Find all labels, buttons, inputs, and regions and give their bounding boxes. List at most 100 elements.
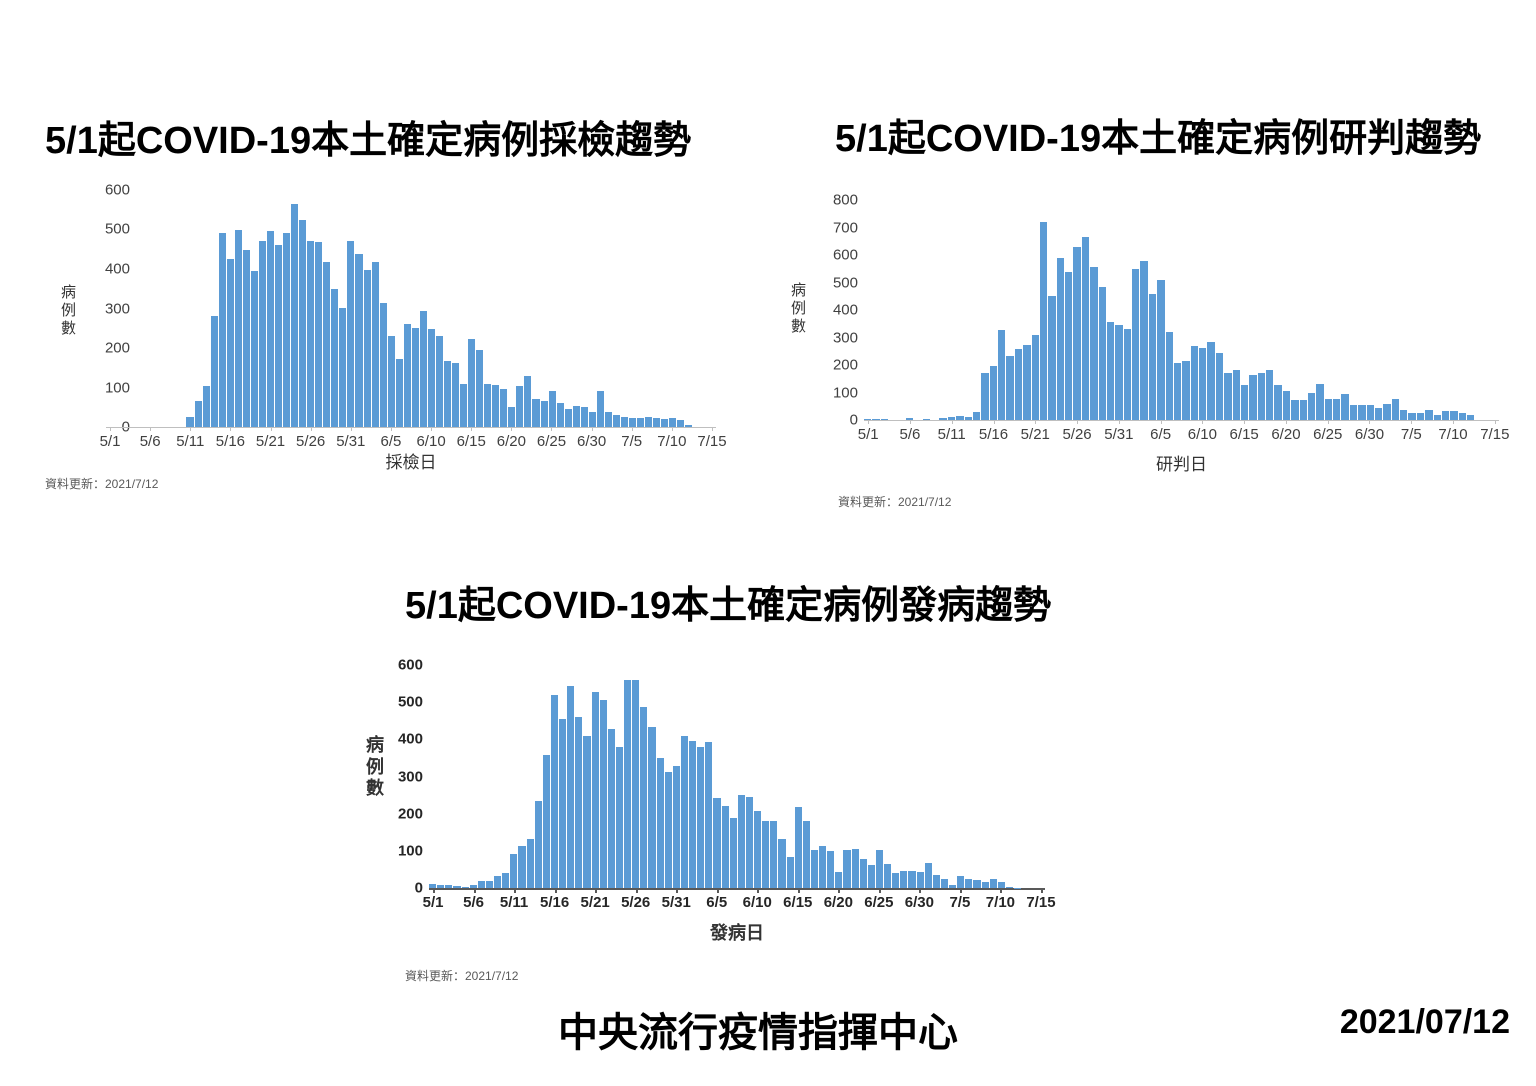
bar-6/17 (484, 383, 492, 427)
bar-5/12 (194, 401, 202, 427)
x-tick-label: 5/11 (937, 426, 966, 443)
x-tick-label: 6/15 (456, 433, 486, 450)
x-tick-label: 6/5 (706, 894, 728, 911)
bar-5/22 (599, 700, 607, 888)
bar-5/16 (226, 259, 234, 427)
plot-area (106, 190, 716, 431)
x-tick-label: 6/20 (823, 894, 853, 911)
bar-6/20 (508, 406, 516, 427)
footer-date: 2021/07/12 (1339, 1003, 1510, 1041)
bar-7/6 (1416, 412, 1425, 420)
x-axis-tickmark (838, 888, 841, 893)
chart-title: 5/1起COVID-19本土確定病例研判趨勢 (835, 118, 1482, 160)
bar-5/22 (1039, 222, 1048, 420)
bar-6/7 (403, 323, 411, 427)
x-axis-tickmark (190, 427, 192, 431)
x-axis-tickmark (350, 427, 352, 431)
bar-7/3 (612, 415, 620, 427)
bar-6/21 (1291, 400, 1299, 420)
bar-7/8 (981, 882, 989, 888)
bar-5/16 (989, 365, 997, 420)
x-axis-tickmark (514, 888, 517, 893)
x-axis-tickmark (150, 427, 152, 431)
x-axis-tickmark (511, 427, 513, 431)
x-tick-label: 6/30 (1354, 426, 1385, 443)
bar-5/31 (347, 241, 355, 427)
x-tick-label: 7/15 (697, 433, 727, 450)
x-axis-tickmark (671, 427, 673, 431)
x-axis-tickmark (110, 427, 111, 431)
bar-7/10 (997, 882, 1005, 888)
bar-5/19 (575, 717, 583, 888)
y-axis-title: 病例數 (60, 284, 76, 337)
bar-6/29 (1358, 405, 1366, 420)
bar-7/4 (949, 884, 957, 888)
bar-5/11 (510, 854, 518, 888)
bar-6/30 (588, 411, 596, 427)
bar-6/28 (572, 405, 580, 427)
bar-5/15 (981, 373, 989, 420)
x-tick-label: 5/26 (621, 894, 651, 911)
bar-6/15 (1240, 384, 1249, 420)
x-tick-label: 6/10 (416, 433, 446, 450)
bar-7/5 (1408, 413, 1416, 420)
bar-5/27 (1081, 237, 1090, 420)
bar-5/23 (607, 728, 615, 888)
bar-6/30 (1366, 404, 1374, 420)
bar-7/2 (1383, 403, 1391, 420)
x-axis-tickmark (390, 427, 392, 431)
bar-5/31 (672, 765, 680, 888)
bar-6/16 (802, 820, 810, 888)
bar-5/11 (947, 417, 956, 420)
bar-6/20 (835, 872, 843, 888)
bar-6/6 (721, 805, 729, 888)
bar-7/1 (924, 862, 932, 888)
bar-5/30 (339, 307, 347, 427)
bar-6/28 (900, 871, 908, 888)
bar-5/30 (1106, 322, 1115, 420)
bar-6/10 (754, 811, 762, 888)
y-tick-label: 600 (104, 181, 130, 199)
x-tick-label: 6/5 (1150, 426, 1172, 443)
y-tick-label: 400 (104, 260, 130, 278)
x-tick-label: 5/6 (139, 433, 161, 450)
bar-7/4 (621, 416, 629, 427)
x-axis-tickmark (591, 427, 593, 431)
bar-5/12 (956, 415, 964, 420)
x-axis-tickmark (1160, 420, 1162, 424)
bar-5/3 (880, 418, 889, 420)
bar-5/1 (864, 418, 872, 420)
x-tick-label: 5/16 (978, 426, 1009, 443)
bar-5/17 (234, 229, 242, 427)
bar-5/26 (1073, 246, 1081, 420)
bar-6/29 (580, 406, 588, 427)
bar-6/8 (737, 795, 745, 888)
bar-5/21 (266, 231, 274, 427)
x-tick-label: 7/5 (949, 894, 971, 911)
x-tick-label: 6/15 (1229, 426, 1259, 443)
y-tick-label: 200 (104, 339, 130, 357)
bar-6/24 (867, 865, 875, 888)
bar-5/22 (274, 245, 283, 427)
y-tick-label: 300 (104, 300, 130, 317)
bar-7/9 (1441, 411, 1450, 420)
y-tick-label: 200 (397, 805, 423, 823)
bar-6/18 (492, 385, 500, 427)
x-tick-label: 6/25 (1313, 426, 1343, 443)
x-axis-title: 研判日 (1156, 455, 1207, 474)
bar-7/8 (653, 417, 661, 427)
bar-6/8 (1182, 361, 1190, 420)
bar-5/6 (469, 885, 477, 888)
bar-6/2 (689, 740, 697, 888)
bar-5/13 (202, 385, 210, 427)
bar-6/26 (1333, 398, 1341, 420)
bar-5/13 (964, 416, 972, 420)
bar-7/4 (1400, 409, 1408, 420)
bar-6/22 (851, 848, 859, 888)
bar-5/14 (210, 316, 218, 427)
x-tick-label: 6/30 (576, 433, 607, 450)
x-axis-tickmark (1040, 888, 1043, 893)
bar-6/24 (1316, 383, 1324, 420)
x-tick-label: 5/16 (215, 433, 246, 450)
x-tick-label: 6/10 (742, 894, 772, 911)
